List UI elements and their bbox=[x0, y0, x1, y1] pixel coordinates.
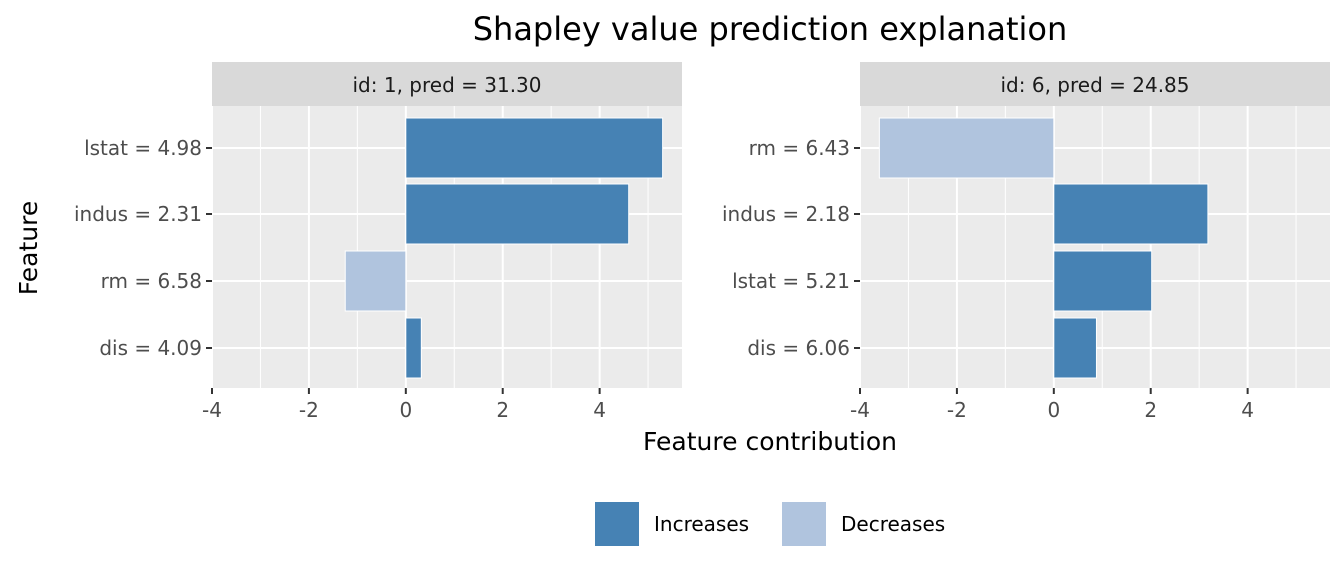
bar bbox=[344, 250, 407, 312]
y-tick-label: lstat = 5.21 bbox=[732, 269, 850, 293]
legend-item: Increases bbox=[595, 502, 749, 546]
bar bbox=[405, 117, 664, 179]
legend-key bbox=[782, 502, 826, 546]
facet-panel: id: 1, pred = 31.30 lstat = 4.98 indus = 2… bbox=[74, 62, 682, 422]
chart-title: Shapley value prediction explanation bbox=[473, 10, 1068, 48]
facet-strip-label: id: 6, pred = 24.85 bbox=[1001, 73, 1190, 97]
x-tick-label: -4 bbox=[850, 398, 870, 422]
x-axis-title: Feature contribution bbox=[643, 427, 897, 456]
legend-label: Decreases bbox=[841, 512, 945, 536]
bar bbox=[878, 117, 1055, 179]
x-tick-label: 0 bbox=[399, 398, 412, 422]
facet-strip-label: id: 1, pred = 31.30 bbox=[353, 73, 542, 97]
y-tick-label: indus = 2.31 bbox=[74, 202, 202, 226]
y-tick-label: dis = 6.06 bbox=[747, 336, 850, 360]
legend: Increases Decreases bbox=[595, 502, 945, 546]
facet-panels: id: 1, pred = 31.30 lstat = 4.98 indus = 2… bbox=[74, 62, 1330, 422]
legend-item: Decreases bbox=[782, 502, 945, 546]
x-tick-label: -2 bbox=[299, 398, 319, 422]
x-tick-label: 2 bbox=[496, 398, 509, 422]
bar bbox=[405, 317, 422, 379]
facet-strip bbox=[860, 62, 1330, 106]
y-axis-title: Feature bbox=[14, 201, 43, 295]
x-tick-label: 2 bbox=[1144, 398, 1157, 422]
y-tick-label: dis = 4.09 bbox=[99, 336, 202, 360]
bar bbox=[1053, 183, 1209, 245]
y-tick-label: lstat = 4.98 bbox=[84, 136, 202, 160]
y-tick-label: rm = 6.58 bbox=[101, 269, 202, 293]
y-tick-label: indus = 2.18 bbox=[722, 202, 850, 226]
bar bbox=[405, 183, 630, 245]
x-tick-label: -4 bbox=[202, 398, 222, 422]
x-tick-label: -2 bbox=[947, 398, 967, 422]
facet-panel: id: 6, pred = 24.85 rm = 6.43 indus = 2.18… bbox=[722, 62, 1330, 422]
facet-strip bbox=[212, 62, 682, 106]
y-tick-label: rm = 6.43 bbox=[749, 136, 850, 160]
x-tick-label: 0 bbox=[1047, 398, 1060, 422]
x-tick-label: 4 bbox=[593, 398, 606, 422]
legend-label: Increases bbox=[654, 512, 749, 536]
x-tick-label: 4 bbox=[1241, 398, 1254, 422]
legend-key bbox=[595, 502, 639, 546]
bar bbox=[1053, 250, 1153, 312]
bar bbox=[1053, 317, 1097, 379]
